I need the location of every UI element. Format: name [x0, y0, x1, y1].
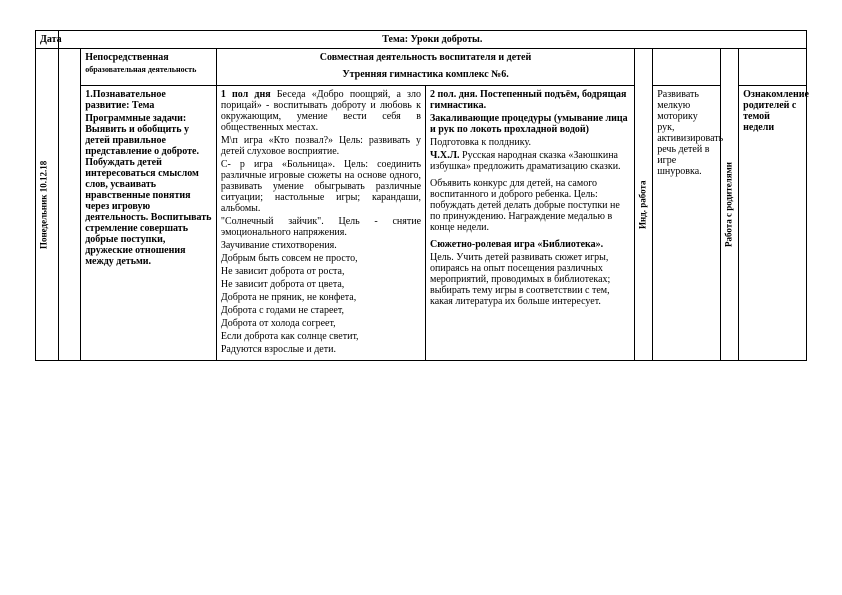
edu-content: 1.Познавательное развитие: Тема Программ…: [81, 86, 217, 361]
h2-t1: 2 пол. дня. Постепенный подъём, бодрящая…: [430, 89, 630, 111]
h1-p3: С- р игра «Больница». Цель: соединить ра…: [221, 159, 421, 214]
document-page: Дата Тема: Уроки доброты. Понедельник 10…: [0, 0, 842, 391]
edu-h2: образовательная деятельность: [85, 65, 212, 74]
par-p1: Ознакомление родителей с темой недели: [743, 89, 802, 133]
h1-l2: Не зависит доброта от роста,: [221, 266, 421, 277]
day-cell: Понедельник 10.12.18: [36, 49, 59, 361]
h2-t2: Закаливающие процедуры (умывание лица и …: [430, 113, 630, 135]
content-row: 1.Познавательное развитие: Тема Программ…: [36, 86, 807, 361]
h2-p2: Русская народная сказка «Заюшкина избушк…: [430, 150, 621, 172]
ind-content: Развивать мелкую моторику рук, активизир…: [653, 86, 721, 361]
gym-h: Утренняя гимнастика комплекс №6.: [221, 69, 630, 80]
h1-line1: 1 пол дня Беседа «Добро поощряй, а зло п…: [221, 89, 421, 133]
half2-content: 2 пол. дня. Постепенный подъём, бодрящая…: [426, 86, 635, 361]
h1-l4: Доброта не пряник, не конфета,: [221, 292, 421, 303]
h1-l6: Доброта от холода согреет,: [221, 318, 421, 329]
h1-p4: "Солнечный зайчик". Цель - снятие эмоцио…: [221, 216, 421, 238]
h2-p1: Подготовка к полднику.: [430, 137, 630, 148]
half1-content: 1 пол дня Беседа «Добро поощряй, а зло п…: [216, 86, 425, 361]
h1-t1: 1 пол дня: [221, 89, 271, 100]
ind-empty: [653, 49, 721, 86]
header-row: Дата Тема: Уроки доброты.: [36, 31, 807, 49]
par-empty: [739, 49, 807, 86]
h1-p5: Заучивание стихотворения.: [221, 240, 421, 251]
ind-header: Инд. работа: [635, 49, 653, 361]
plan-table: Дата Тема: Уроки доброты. Понедельник 10…: [35, 30, 807, 361]
date-header: Дата: [36, 31, 59, 49]
h1-l1: Добрым быть совсем не просто,: [221, 253, 421, 264]
joint-header: Совместная деятельность воспитателя и де…: [216, 49, 634, 86]
edu-h1: Непосредственная: [85, 52, 212, 63]
spacer-cell: [58, 49, 81, 361]
h1-l5: Доброта с годами не стареет,: [221, 305, 421, 316]
edu-p2: Программные задачи: Выявить и обобщить у…: [85, 113, 212, 267]
ind-p1: Развивать мелкую моторику рук, активизир…: [657, 89, 716, 177]
edu-header: Непосредственная образовательная деятель…: [81, 49, 217, 86]
subheader-row: Понедельник 10.12.18 Непосредственная об…: [36, 49, 807, 86]
h1-l3: Не зависит доброта от цвета,: [221, 279, 421, 290]
edu-p1: 1.Познавательное развитие: Тема: [85, 89, 212, 111]
h2-p2b: Ч.Х.Л.: [430, 150, 460, 161]
h1-l7: Если доброта как солнце светит,: [221, 331, 421, 342]
theme-header: Тема: Уроки доброты.: [58, 31, 806, 49]
h2-t3: Сюжетно-ролевая игра «Библиотека».: [430, 239, 630, 250]
h2-p3: Объявить конкурс для детей, на самого во…: [430, 178, 630, 233]
h1-l8: Радуются взрослые и дети.: [221, 344, 421, 355]
par-header: Работа с родителями: [721, 49, 739, 361]
h2-p4: Цель. Учить детей развивать сюжет игры, …: [430, 252, 630, 307]
joint-h: Совместная деятельность воспитателя и де…: [221, 52, 630, 63]
par-content: Ознакомление родителей с темой недели: [739, 86, 807, 361]
h1-p2: М\п игра «Кто позвал?» Цель: развивать у…: [221, 135, 421, 157]
h2-line2: Ч.Х.Л. Русская народная сказка «Заюшкина…: [430, 150, 630, 172]
